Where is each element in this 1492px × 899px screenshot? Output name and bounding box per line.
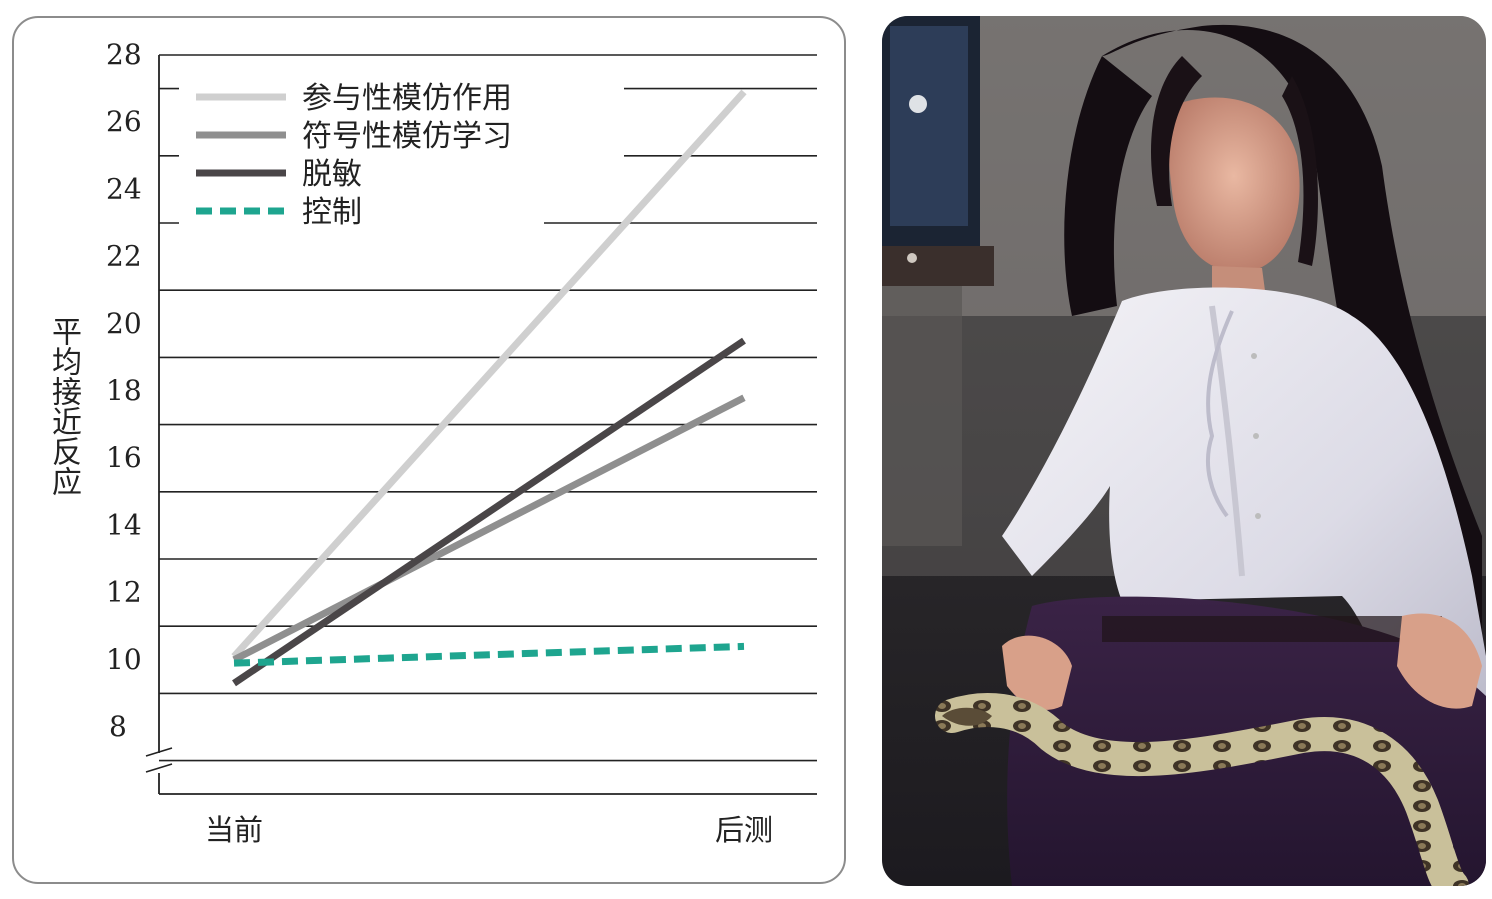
series-layer (231, 89, 747, 687)
y-tick-label: 22 (106, 240, 142, 273)
y-axis-label: 平均接近反应 (46, 316, 81, 496)
y-tick-label: 20 (106, 307, 142, 340)
x-tick-label: 后测 (715, 813, 773, 847)
axis-layer (145, 55, 817, 795)
legend-label: 参与性模仿作用 (302, 81, 512, 116)
legend-label: 符号性模仿学习 (302, 119, 512, 154)
axis-break-mark (145, 747, 173, 757)
y-tick-label: 28 (106, 38, 142, 71)
axis-break-mark (145, 763, 173, 773)
x-tick-label: 当前 (205, 813, 263, 847)
line-chart: 8 10 12 14 16 18 20 22 24 26 28 当前 后测 参与性模仿作用符号性模仿学… (106, 38, 817, 847)
y-tick-label: 12 (106, 576, 142, 609)
woman-holding-snake-photo (882, 16, 1486, 886)
y-tick-label: 14 (106, 508, 142, 541)
x-tick-labels: 当前 后测 (205, 813, 773, 847)
y-tick-label: 18 (106, 374, 142, 407)
photo-woman-with-snake (882, 16, 1486, 886)
grid-layer (159, 54, 817, 762)
y-tick-label: 10 (106, 643, 142, 676)
series-line-3 (232, 337, 746, 687)
series-line-4 (233, 642, 745, 667)
legend-label: 控制 (302, 195, 362, 230)
series-line-1 (231, 89, 747, 659)
y-tick-label: 24 (106, 172, 142, 205)
y-tick-labels: 8 10 12 14 16 18 20 22 24 26 28 (106, 38, 142, 743)
y-tick-label: 8 (109, 710, 127, 743)
y-tick-label: 16 (106, 441, 142, 474)
y-tick-label: 26 (106, 105, 142, 138)
chart-panel: 8 10 12 14 16 18 20 22 24 26 28 当前 后测 参与性模仿作用 符号性模仿学… (12, 16, 846, 884)
legend-label: 脱敏 (302, 157, 362, 192)
series-line-2 (232, 394, 746, 663)
